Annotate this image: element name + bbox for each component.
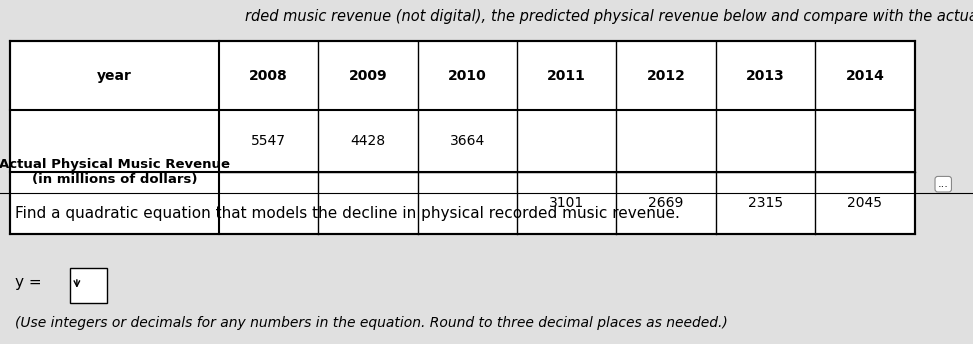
Text: rded music revenue (not digital),: rded music revenue (not digital), xyxy=(245,9,486,24)
Text: (Use integers or decimals for any numbers in the equation. Round to three decima: (Use integers or decimals for any number… xyxy=(15,316,728,331)
Text: Find a quadratic equation that models the decline in physical recorded music rev: Find a quadratic equation that models th… xyxy=(15,206,679,222)
Text: ...: ... xyxy=(938,179,949,189)
Text: 2669: 2669 xyxy=(648,196,684,210)
Text: 2008: 2008 xyxy=(249,69,288,83)
Text: 2014: 2014 xyxy=(846,69,884,83)
Text: 2011: 2011 xyxy=(548,69,586,83)
Text: 2315: 2315 xyxy=(748,196,783,210)
Text: 4428: 4428 xyxy=(350,134,385,148)
Text: 2010: 2010 xyxy=(448,69,486,83)
Text: y =: y = xyxy=(15,275,41,290)
Text: 3664: 3664 xyxy=(450,134,485,148)
Text: the predicted physical revenue below and compare with the actual given da: the predicted physical revenue below and… xyxy=(491,9,973,24)
Text: 2012: 2012 xyxy=(647,69,686,83)
Text: 5547: 5547 xyxy=(251,134,286,148)
Text: 3101: 3101 xyxy=(549,196,585,210)
Text: 2009: 2009 xyxy=(348,69,387,83)
Text: Actual Physical Music Revenue
(in millions of dollars): Actual Physical Music Revenue (in millio… xyxy=(0,158,230,186)
Text: 2045: 2045 xyxy=(847,196,883,210)
FancyBboxPatch shape xyxy=(10,41,915,234)
Text: year: year xyxy=(97,69,131,83)
Text: 2013: 2013 xyxy=(746,69,785,83)
FancyBboxPatch shape xyxy=(70,268,107,303)
